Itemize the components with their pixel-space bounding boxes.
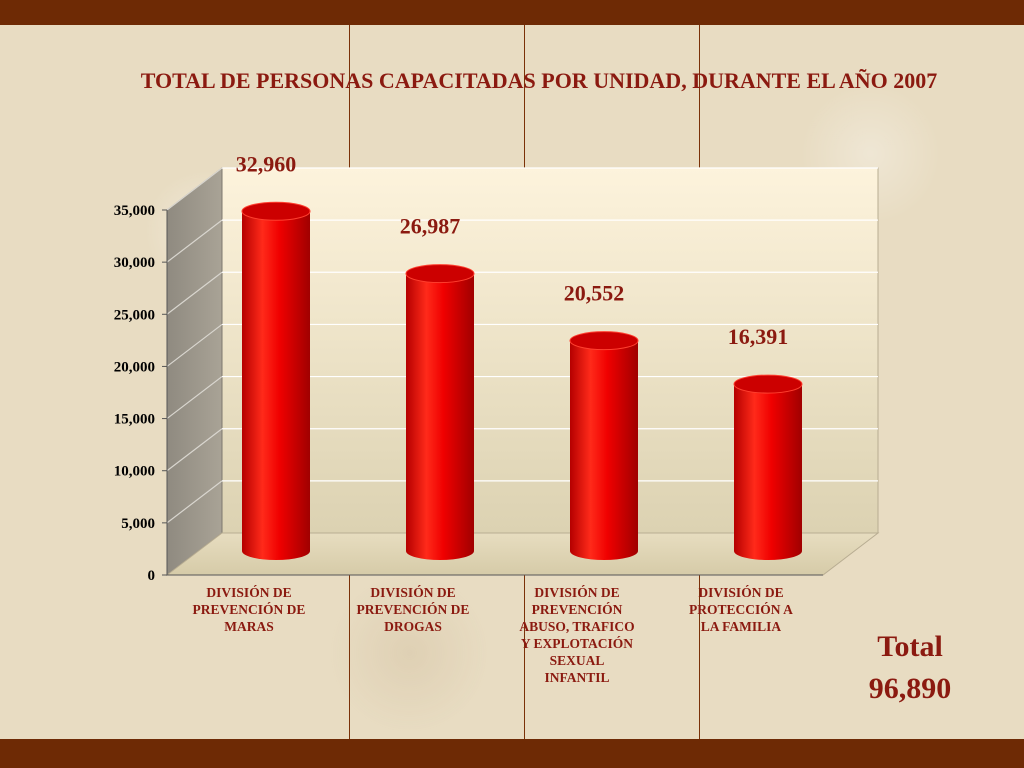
value-label: 16,391 xyxy=(728,324,789,349)
value-label: 20,552 xyxy=(564,281,625,306)
category-label-line: DIVISIÓN DE xyxy=(534,585,619,600)
category-label: DIVISIÓN DE PREVENCIÓN DE MARAS xyxy=(193,585,306,634)
chart-title: TOTAL DE PERSONAS CAPACITADAS POR UNIDAD… xyxy=(140,68,938,93)
gridline-side xyxy=(166,480,223,524)
bar-body xyxy=(734,384,802,560)
category-label-line: DIVISIÓN DE xyxy=(370,585,455,600)
bar-chart: 0 5,000 10,000 15,000 20,000 25,000 30,000 35,0… xyxy=(114,151,880,685)
category-label-line: DIVISIÓN DE xyxy=(698,585,783,600)
value-labels: 32,960 26,987 20,552 16,391 xyxy=(236,151,789,349)
category-label-line: MARAS xyxy=(224,619,274,634)
gridline-side xyxy=(166,219,223,263)
y-tick-label: 10,000 xyxy=(114,464,155,480)
bar-top xyxy=(733,374,803,394)
chart-walls xyxy=(165,166,880,577)
y-tick-label: 15,000 xyxy=(114,412,155,428)
y-tick-label: 0 xyxy=(148,568,156,584)
bar-body xyxy=(242,211,310,560)
bar-top xyxy=(241,201,311,221)
category-label-line: DIVISIÓN DE xyxy=(206,585,291,600)
category-label-line: INFANTIL xyxy=(544,670,609,685)
side-wall xyxy=(166,166,223,577)
category-label-line: SEXUAL xyxy=(550,653,605,668)
chart-gridlines xyxy=(166,167,878,524)
category-label-line: PROTECCIÓN A xyxy=(689,602,793,617)
bar-body xyxy=(570,340,638,560)
bar-top xyxy=(569,331,639,351)
bar xyxy=(569,331,639,560)
bar xyxy=(405,264,475,560)
category-label: DIVISIÓN DE PREVENCIÓN DE DROGAS xyxy=(357,585,470,634)
gridline-side xyxy=(166,376,223,420)
gridline-side xyxy=(166,167,223,211)
bar-body xyxy=(406,273,474,560)
bar-top xyxy=(405,264,475,284)
gridline-side xyxy=(166,271,223,315)
total-label: Total xyxy=(877,630,943,663)
category-label-line: PREVENCIÓN DE xyxy=(357,602,470,617)
gridline-side xyxy=(166,428,223,472)
y-tick-label: 5,000 xyxy=(121,516,155,532)
category-label: DIVISIÓN DE PROTECCIÓN A LA FAMILIA xyxy=(689,585,793,634)
top-band xyxy=(0,0,1024,25)
value-label: 32,960 xyxy=(236,151,297,176)
y-axis: 0 5,000 10,000 15,000 20,000 25,000 30,000 35,0… xyxy=(114,203,823,584)
category-label-line: Y EXPLOTACIÓN xyxy=(521,636,633,651)
bar xyxy=(241,201,311,560)
category-label-line: DROGAS xyxy=(384,619,442,634)
y-tick-label: 25,000 xyxy=(114,307,155,323)
category-label-line: LA FAMILIA xyxy=(701,619,782,634)
category-label-line: ABUSO, TRAFICO xyxy=(519,619,634,634)
total-value: 96,890 xyxy=(868,672,952,705)
bottom-band xyxy=(0,739,1024,768)
bars xyxy=(241,201,803,560)
category-label: DIVISIÓN DE PREVENCIÓN ABUSO, TRAFICO Y EXP… xyxy=(519,585,634,685)
y-tick-label: 35,000 xyxy=(114,203,155,219)
gridline-side xyxy=(166,323,223,367)
bar xyxy=(733,374,803,560)
y-tick-label: 30,000 xyxy=(114,255,155,271)
category-label-line: PREVENCIÓN xyxy=(532,602,623,617)
category-label-line: PREVENCIÓN DE xyxy=(193,602,306,617)
value-label: 26,987 xyxy=(400,214,461,239)
y-tick-label: 20,000 xyxy=(114,359,155,375)
